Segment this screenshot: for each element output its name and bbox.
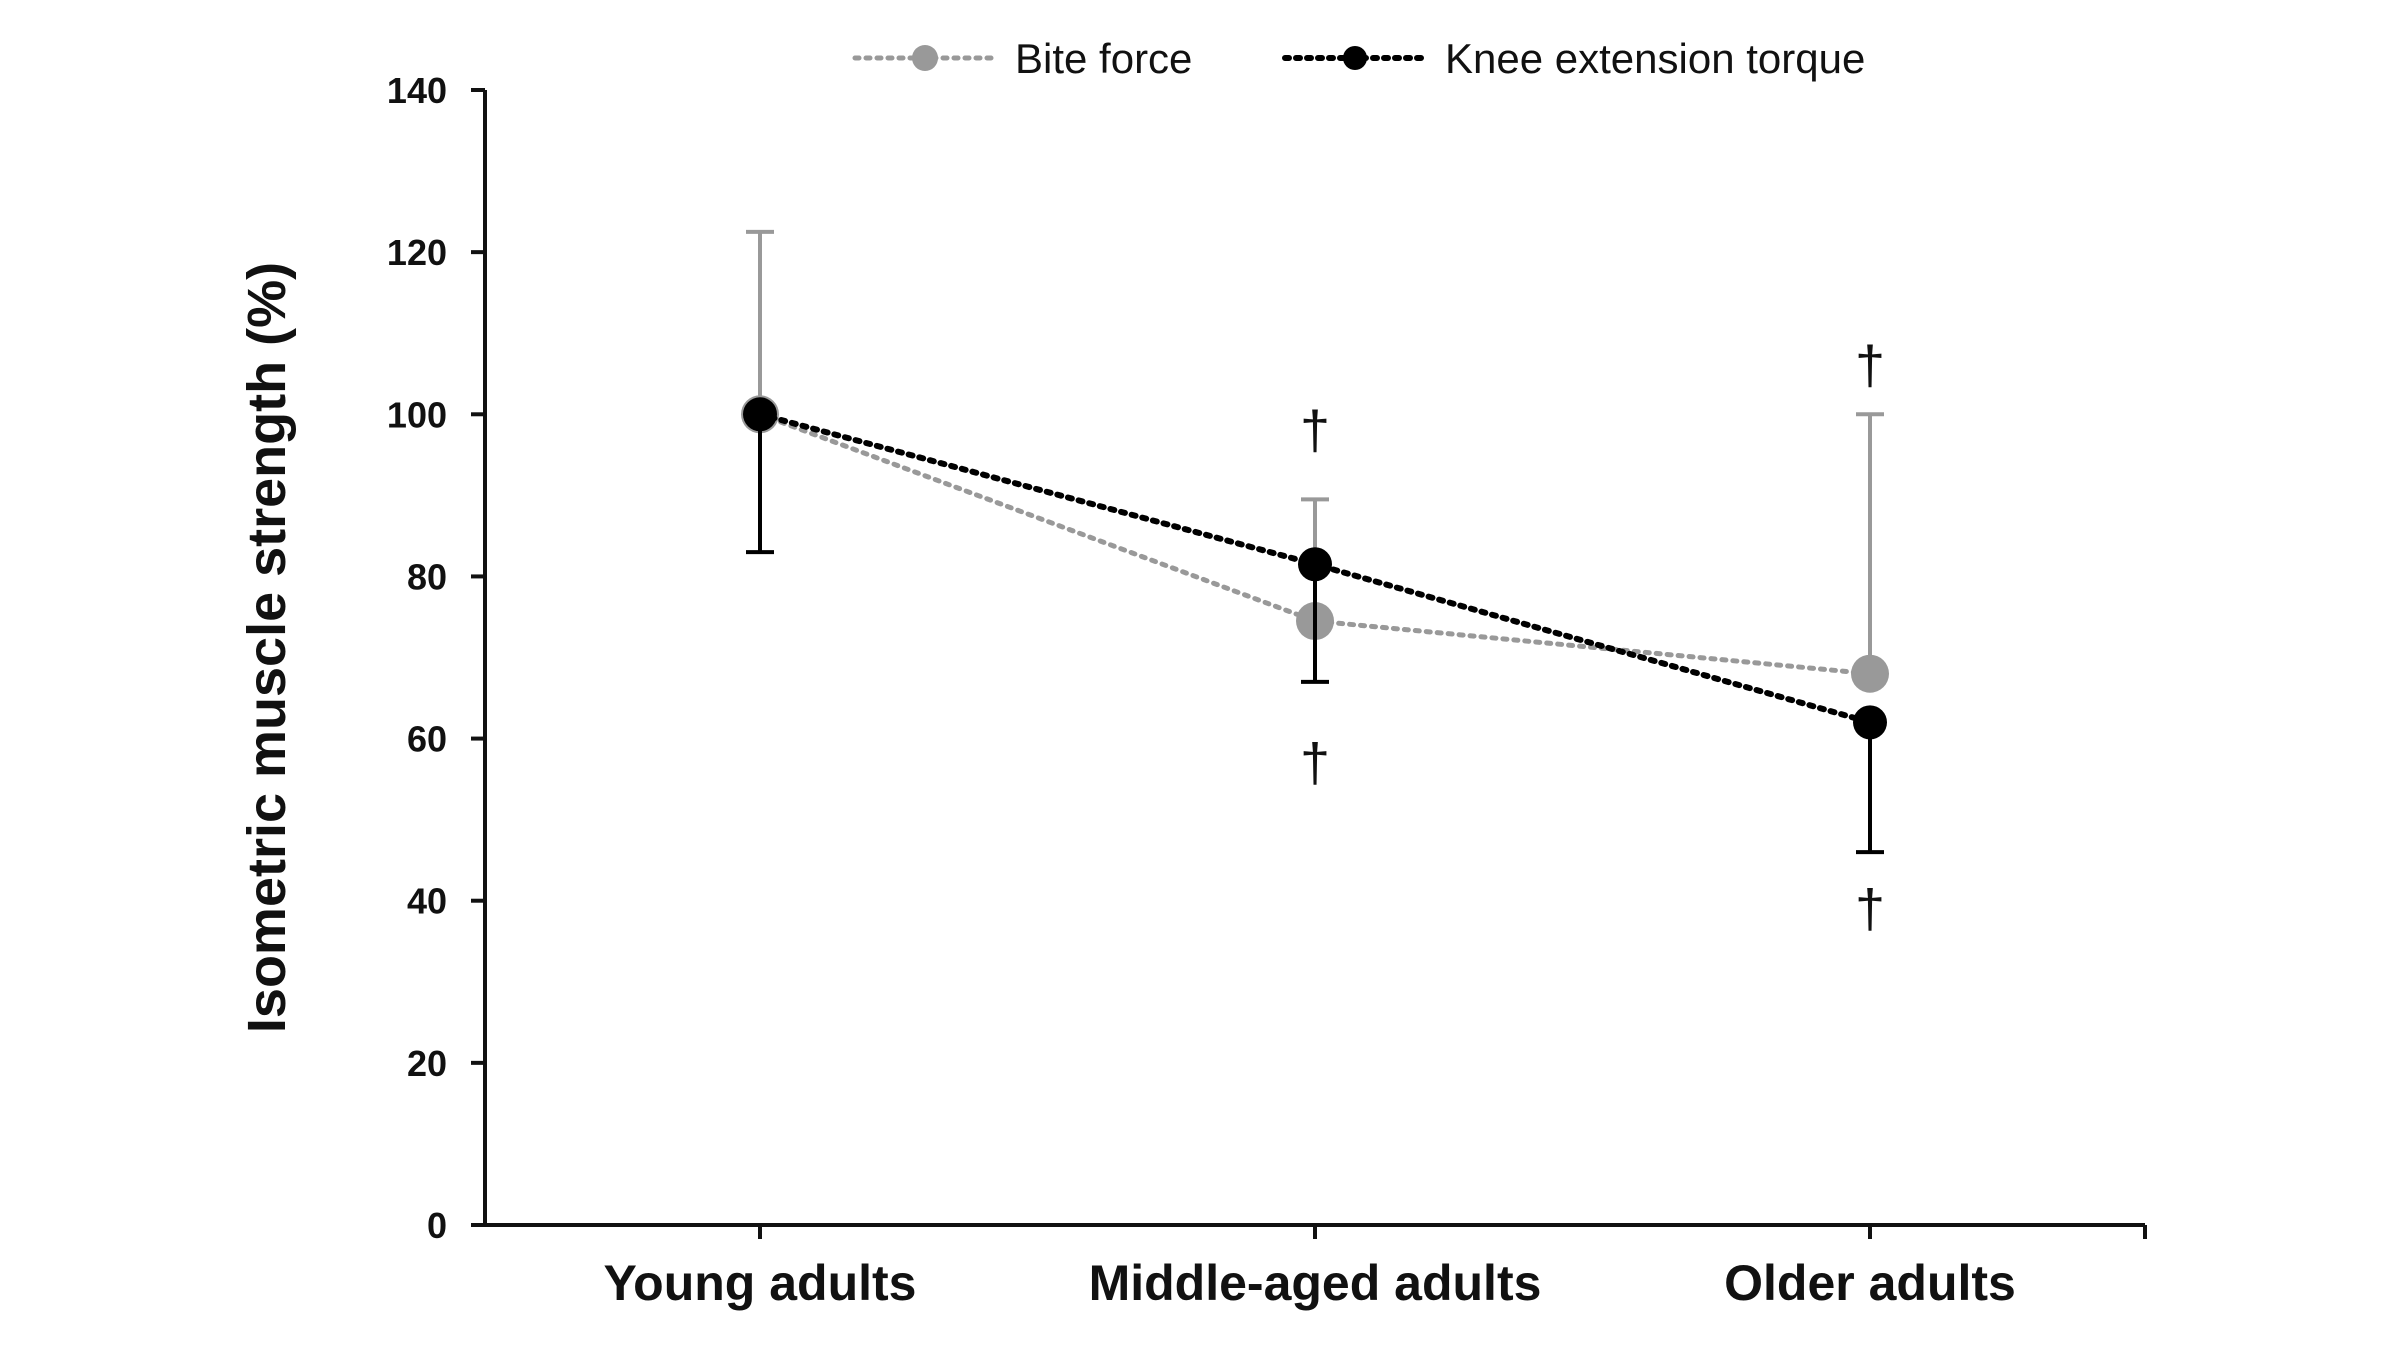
legend-label: Knee extension torque [1445, 35, 1865, 82]
y-tick-label: 140 [387, 70, 447, 111]
plot-area: † † † † [741, 229, 1889, 939]
y-tick-label: 60 [407, 719, 447, 760]
data-point [1853, 705, 1887, 740]
y-tick-label: 80 [407, 556, 447, 597]
y-tick-label: 20 [407, 1043, 447, 1084]
legend-marker [912, 45, 938, 71]
x-tick-label: Middle-aged adults [1089, 1255, 1542, 1311]
significance-dagger: † [1300, 733, 1330, 793]
legend-marker [1343, 46, 1367, 70]
significance-dagger: † [1855, 879, 1885, 939]
y-tick-label: 0 [427, 1205, 447, 1246]
x-axis: Young adults Middle-aged adults Older adul… [485, 1223, 2147, 1311]
y-tick-label: 120 [387, 232, 447, 273]
legend-item-knee-extension-torque: Knee extension torque [1282, 35, 1865, 82]
x-tick-label: Older adults [1724, 1255, 2016, 1311]
significance-dagger: † [1855, 336, 1885, 396]
data-point [1298, 547, 1332, 582]
data-point [743, 397, 777, 432]
y-tick-label: 40 [407, 881, 447, 922]
series-knee-extension-torque [743, 397, 1887, 855]
y-axis-label: Isometric muscle strength (%) [237, 262, 297, 1033]
legend-item-bite-force: Bite force [852, 35, 1192, 82]
y-tick-label: 100 [387, 394, 447, 435]
y-axis: 0 20 40 60 80 100 120 140 [387, 70, 487, 1246]
x-tick-label: Young adults [604, 1255, 917, 1311]
data-point [1851, 654, 1889, 693]
significance-dagger: † [1300, 401, 1330, 461]
legend-label: Bite force [1015, 35, 1192, 82]
legend: Bite force Knee extension torque [852, 35, 1865, 82]
